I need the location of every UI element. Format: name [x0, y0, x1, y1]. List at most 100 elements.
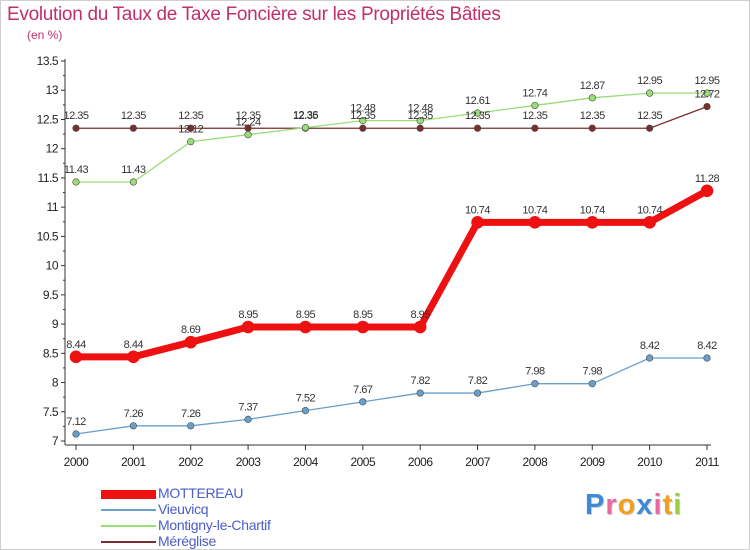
legend-swatch — [101, 525, 156, 527]
data-label-mottereau: 10.74 — [465, 204, 490, 216]
data-point-mereglise — [531, 124, 539, 132]
data-label-mereglise: 12.35 — [178, 110, 203, 122]
data-label-montigny-le-chartif: 11.43 — [64, 164, 89, 176]
data-label-vieuvicq: 7.98 — [525, 366, 545, 378]
legend-entry: Méréglise — [101, 533, 351, 550]
legend-swatch — [101, 509, 156, 511]
data-point-mottereau — [585, 216, 599, 229]
data-point-vieuvicq — [129, 422, 137, 430]
data-label-mereglise: 12.35 — [637, 110, 662, 122]
data-point-mottereau — [700, 184, 714, 198]
data-label-mottereau: 8.44 — [66, 339, 86, 351]
data-label-vieuvicq: 7.82 — [410, 375, 430, 387]
x-tick-label: 2009 — [580, 455, 606, 469]
data-label-montigny-le-chartif: 12.12 — [178, 124, 203, 136]
data-label-mereglise: 12.35 — [580, 110, 605, 122]
data-point-vieuvicq — [72, 430, 80, 438]
logo-letter: r — [605, 489, 618, 521]
data-point-mereglise — [72, 124, 80, 132]
legend-swatch — [101, 541, 156, 543]
data-point-mereglise — [359, 124, 367, 132]
x-tick-label: 2008 — [523, 455, 549, 469]
x-tick-label: 2001 — [121, 455, 147, 469]
legend-entry: Montigny-le-Chartif — [101, 517, 351, 534]
y-tick-label: 7.5 — [43, 405, 59, 419]
data-point-montigny-le-chartif — [646, 89, 654, 97]
y-tick-label: 13.5 — [37, 54, 59, 68]
data-label-mottereau: 8.95 — [353, 309, 373, 321]
data-label-mereglise: 12.35 — [465, 110, 490, 122]
data-label-montigny-le-chartif: 12.61 — [465, 95, 490, 107]
data-label-vieuvicq: 7.98 — [583, 366, 603, 378]
data-point-mereglise — [187, 124, 195, 132]
data-label-mereglise: 12.35 — [408, 110, 433, 122]
legend: MOTTEREAU Vieuvicq Montigny-le-Chartif Méré… — [101, 485, 351, 550]
y-tick-label: 13 — [46, 83, 59, 97]
data-point-mottereau — [184, 335, 198, 349]
data-label-montigny-le-chartif: 12.48 — [408, 103, 433, 115]
series-line-vieuvicq — [75, 357, 707, 435]
data-label-mottereau: 11.28 — [695, 173, 720, 185]
data-point-vieuvicq — [531, 380, 539, 388]
y-tick-label: 9 — [52, 317, 59, 331]
data-point-mereglise — [129, 124, 137, 132]
legend-swatch — [101, 489, 156, 499]
logo-letter: o — [617, 489, 637, 521]
y-tick-label: 11 — [47, 200, 59, 214]
data-point-montigny-le-chartif — [301, 124, 310, 132]
data-label-montigny-le-chartif: 12.87 — [580, 80, 605, 92]
data-label-vieuvicq: 7.82 — [468, 375, 488, 387]
series-line-mottereau — [76, 187, 709, 361]
data-label-mottereau: 10.74 — [637, 204, 662, 216]
data-point-montigny-le-chartif — [703, 89, 711, 97]
data-label-montigny-le-chartif: 12.95 — [637, 75, 662, 87]
data-label-montigny-le-chartif: 11.43 — [121, 164, 146, 176]
data-label-vieuvicq: 7.67 — [353, 384, 373, 396]
data-label-mottereau: 8.69 — [181, 324, 201, 336]
data-labels-layer: 7.12 7.26 7.26 7.37 7.52 7.67 7.82 7.82 7.98 7.98… — [63, 75, 720, 428]
data-point-montigny-le-chartif — [187, 138, 195, 146]
data-point-mottereau — [241, 320, 255, 334]
x-tick-label: 2006 — [408, 455, 434, 469]
data-label-mereglise: 12.35 — [236, 110, 261, 122]
y-tick-label: 8 — [52, 376, 59, 390]
data-label-mereglise: 12.35 — [350, 110, 375, 122]
logo-letter: x — [636, 489, 654, 521]
data-label-montigny-le-chartif: 12.48 — [350, 103, 375, 115]
data-point-vieuvicq — [703, 354, 711, 362]
logo-letter: t — [662, 489, 674, 521]
logo-letter: i — [653, 489, 663, 521]
data-label-montigny-le-chartif: 12.24 — [236, 117, 261, 129]
legend-label: Montigny-le-Chartif — [158, 517, 271, 533]
data-label-mereglise: 12.35 — [63, 110, 88, 122]
data-label-vieuvicq: 7.26 — [124, 408, 144, 420]
x-tick-label: 2005 — [350, 455, 376, 469]
data-label-vieuvicq: 7.26 — [181, 408, 201, 420]
legend-entry: Vieuvicq — [101, 501, 351, 518]
data-point-mottereau — [299, 320, 312, 334]
data-point-montigny-le-chartif — [588, 94, 596, 102]
data-point-mottereau — [643, 216, 656, 229]
data-label-vieuvicq: 8.42 — [640, 340, 660, 352]
data-label-mereglise: 12.35 — [293, 110, 318, 122]
legend-label: Méréglise — [158, 533, 216, 549]
data-point-mereglise — [473, 124, 482, 132]
y-tick-label: 10.5 — [37, 229, 59, 243]
unit-label: (en %) — [27, 28, 63, 42]
data-point-mottereau — [471, 216, 484, 229]
data-label-vieuvicq: 8.42 — [697, 340, 717, 352]
axes: 7 7.5 8 8.5 9 9.5 10 10.5 11 11.5 12 12.5 13 13.5 2000… — [37, 54, 721, 469]
data-label-mereglise: 12.72 — [694, 89, 719, 101]
data-point-montigny-le-chartif — [473, 109, 482, 117]
logo-letter: P — [585, 489, 606, 521]
data-point-mereglise — [703, 102, 711, 111]
data-point-vieuvicq — [588, 380, 596, 388]
data-label-vieuvicq: 7.12 — [66, 416, 86, 428]
data-point-mottereau — [356, 320, 370, 334]
x-tick-label: 2004 — [293, 455, 319, 469]
data-label-vieuvicq: 7.37 — [238, 401, 258, 413]
data-label-mottereau: 8.95 — [238, 309, 258, 321]
data-point-mottereau — [413, 320, 427, 334]
data-point-mereglise — [646, 124, 654, 132]
